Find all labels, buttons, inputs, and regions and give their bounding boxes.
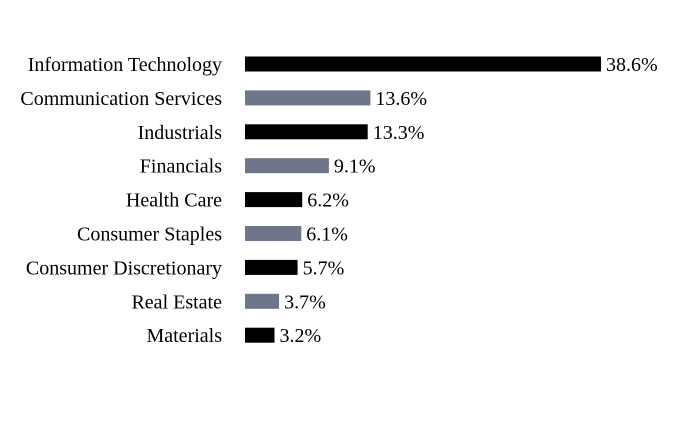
bar <box>245 327 275 343</box>
value-label: 38.6% <box>606 54 658 76</box>
category-label: Real Estate <box>131 291 222 313</box>
bar <box>245 56 601 72</box>
bar <box>245 293 280 309</box>
category-label: Information Technology <box>28 54 222 76</box>
value-label: 3.2% <box>280 325 322 347</box>
category-label: Materials <box>146 325 222 347</box>
bars-layer <box>245 56 601 343</box>
category-label: Consumer Discretionary <box>26 257 222 279</box>
bar <box>245 192 303 208</box>
value-label: 9.1% <box>334 156 376 178</box>
category-labels-layer: Information Technology Communication Serv… <box>20 54 222 347</box>
bar <box>245 124 368 140</box>
bar <box>245 158 329 174</box>
value-labels-layer: 38.6% 13.6% 13.3% 9.1% 6.2% 6.1% 5.7% 3.7% 3.2% <box>280 54 658 347</box>
category-label: Communication Services <box>20 88 222 110</box>
category-label: Industrials <box>138 122 223 144</box>
value-label: 6.2% <box>307 190 349 212</box>
category-label: Financials <box>140 156 222 178</box>
category-label: Health Care <box>126 190 222 212</box>
value-label: 13.3% <box>373 122 425 144</box>
value-label: 3.7% <box>284 291 326 313</box>
value-label: 13.6% <box>375 88 427 110</box>
category-label: Consumer Staples <box>77 224 222 246</box>
bar <box>245 226 302 241</box>
value-label: 5.7% <box>303 257 345 279</box>
value-label: 6.1% <box>306 224 348 246</box>
bar <box>245 259 298 275</box>
bar <box>245 90 371 106</box>
